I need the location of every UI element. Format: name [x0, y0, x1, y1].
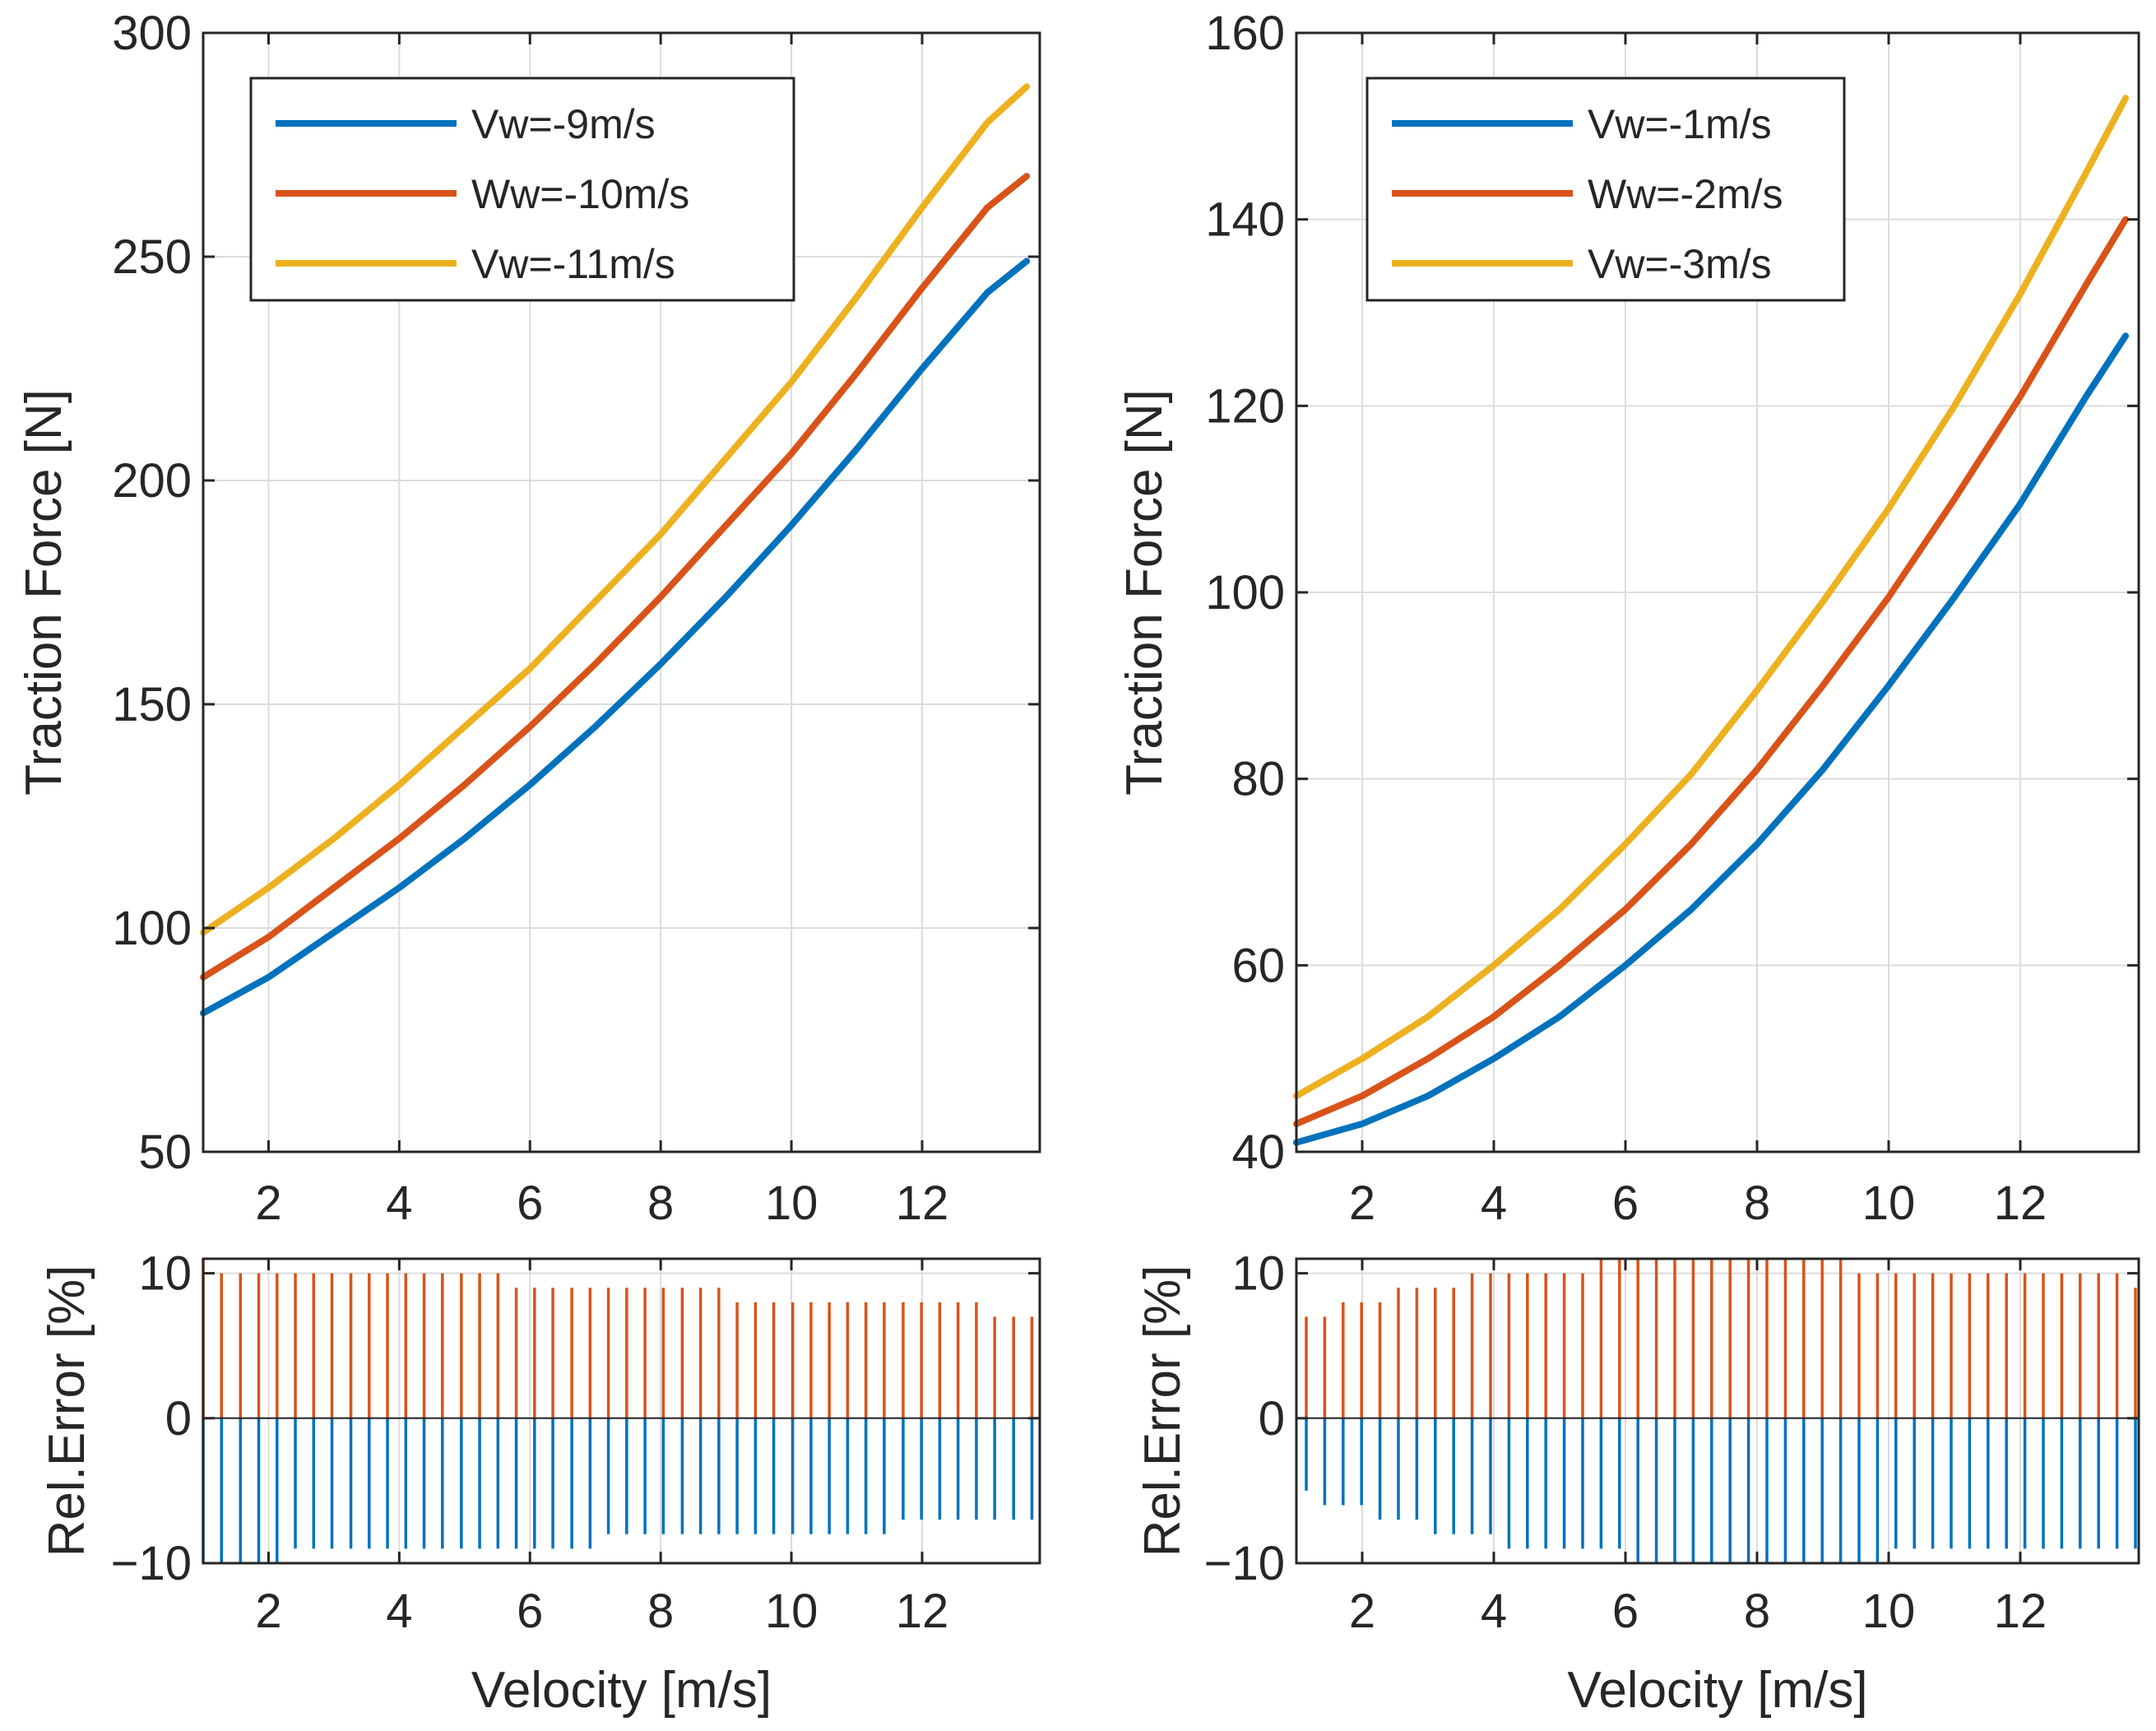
- legend-entry: Vw=-1m/s: [1588, 101, 1772, 147]
- y-axis-label: Traction Force [N]: [16, 389, 72, 796]
- chart-panel-bottom-left: 2 4 6 8 10 12 −10 0 10 Rel.Error [%] Velocity [m/s…: [39, 1247, 1041, 1719]
- y-tick-label: 0: [1259, 1392, 1285, 1446]
- x-tick-label: 4: [386, 1585, 412, 1638]
- series-line-3: [200, 83, 1031, 936]
- y-tick-label: 150: [112, 678, 192, 731]
- x-tick-label: 8: [647, 1585, 674, 1638]
- x-tick-label: 2: [1349, 1585, 1375, 1638]
- y-axis-label: Rel.Error [%]: [39, 1265, 95, 1557]
- y-axis-label: Traction Force [N]: [1116, 389, 1173, 796]
- x-tick-label: 10: [765, 1176, 818, 1230]
- x-axis-label: Velocity [m/s]: [1567, 1662, 1867, 1719]
- chart-panel-top-right: 2 4 6 8 10 12 40 60 80 100 120 140 160 Traction Force…: [1116, 7, 2140, 1230]
- x-tick-label: 6: [517, 1585, 543, 1638]
- stem-series-negative: [202, 1418, 1034, 1563]
- x-axis-label: Velocity [m/s]: [471, 1662, 772, 1719]
- axes-box: [202, 1257, 1041, 1565]
- x-tick-label: 10: [1862, 1176, 1916, 1230]
- legend-entry: Ww=-2m/s: [1588, 171, 1783, 217]
- axes-box: [202, 31, 1041, 1153]
- x-tick-label: 12: [896, 1585, 949, 1638]
- x-tick-label: 4: [386, 1176, 412, 1230]
- y-tick-label: 80: [1231, 753, 1285, 806]
- legend-entry: Vw=-3m/s: [1588, 241, 1772, 287]
- y-tick-label: 120: [1205, 379, 1285, 433]
- series-line-3: [1293, 95, 2129, 1099]
- x-tick-label: 10: [1862, 1585, 1916, 1638]
- x-tick-label: 8: [1744, 1585, 1770, 1638]
- x-tick-label: 12: [1994, 1585, 2047, 1638]
- legend-entry: Vw=-11m/s: [471, 241, 675, 287]
- y-tick-label: −10: [111, 1537, 192, 1590]
- y-tick-label: 10: [1231, 1247, 1285, 1301]
- y-tick-label: 50: [138, 1125, 192, 1179]
- x-tick-label: 6: [1612, 1176, 1639, 1230]
- legend-entry: Ww=-10m/s: [471, 171, 689, 217]
- legend: Vw=-1m/s Ww=-2m/s Vw=-3m/s: [1365, 77, 1846, 302]
- x-tick-label: 2: [255, 1585, 281, 1638]
- x-tick-label: 8: [1744, 1176, 1770, 1230]
- y-tick-label: 60: [1231, 939, 1285, 992]
- x-tick-label: 4: [1481, 1176, 1507, 1230]
- stem-series-positive: [1305, 1259, 2137, 1418]
- y-axis-label: Rel.Error [%]: [1134, 1265, 1191, 1557]
- series-line-1: [1293, 332, 2129, 1146]
- y-tick-label: 140: [1205, 193, 1285, 247]
- y-tick-label: 250: [112, 230, 192, 284]
- axes-box: [1295, 1257, 2140, 1565]
- y-tick-label: 100: [112, 902, 192, 955]
- x-tick-label: 2: [255, 1176, 281, 1230]
- y-tick-label: 0: [165, 1392, 192, 1446]
- x-tick-label: 6: [517, 1176, 543, 1230]
- stem-series-positive: [202, 1259, 1034, 1418]
- x-tick-label: 4: [1481, 1585, 1507, 1638]
- y-tick-label: −10: [1204, 1537, 1285, 1590]
- series-line-2: [1293, 216, 2129, 1127]
- y-tick-label: 200: [112, 454, 192, 508]
- chart-panel-top-left: 2 4 6 8 10 12 50 100 150 200 250 300 Traction Force …: [16, 7, 1041, 1230]
- x-tick-label: 12: [1994, 1176, 2047, 1230]
- legend: Vw=-9m/s Ww=-10m/s Vw=-11m/s: [249, 77, 795, 302]
- y-tick-label: 40: [1231, 1125, 1285, 1179]
- series-line-1: [200, 258, 1031, 1017]
- y-tick-label: 160: [1205, 7, 1285, 60]
- chart-panel-bottom-right: 2 4 6 8 10 12 −10 0 10 Rel.Error [%] Velocity [m/s…: [1134, 1247, 2140, 1719]
- series-line-2: [200, 173, 1031, 981]
- grid: [1296, 1259, 2139, 1564]
- y-tick-label: 10: [138, 1247, 192, 1301]
- grid: [203, 1259, 1040, 1564]
- x-tick-label: 12: [896, 1176, 949, 1230]
- x-tick-label: 2: [1349, 1176, 1375, 1230]
- y-tick-label: 100: [1205, 566, 1285, 620]
- y-tick-label: 300: [112, 7, 192, 60]
- x-tick-label: 10: [765, 1585, 818, 1638]
- x-tick-label: 8: [647, 1176, 674, 1230]
- x-tick-label: 6: [1612, 1585, 1639, 1638]
- legend-entry: Vw=-9m/s: [471, 101, 656, 147]
- stem-series-negative: [1305, 1418, 2137, 1563]
